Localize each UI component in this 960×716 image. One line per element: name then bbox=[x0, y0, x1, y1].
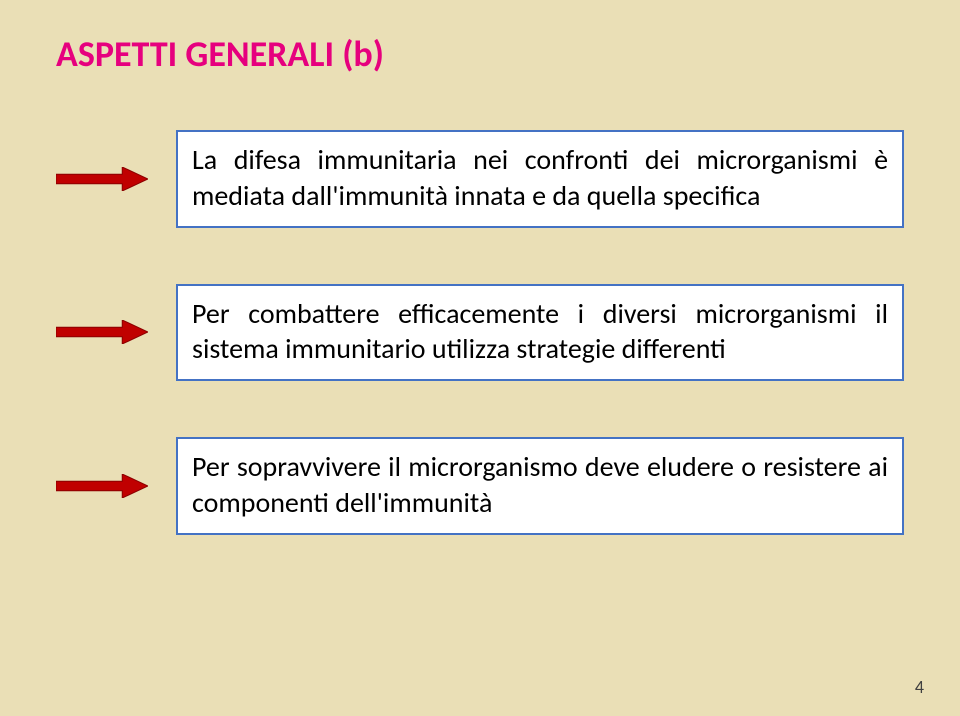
bullet-row-0: La difesa immunitaria nei confronti dei … bbox=[56, 130, 904, 228]
slide-title: ASPETTI GENERALI (b) bbox=[56, 32, 904, 76]
content-box-1: Per combattere efficacemente i diversi m… bbox=[176, 284, 904, 382]
arrow-right-icon bbox=[56, 474, 148, 498]
arrow-shape bbox=[56, 474, 148, 498]
bullet-row-1: Per combattere efficacemente i diversi m… bbox=[56, 284, 904, 382]
arrow-col bbox=[56, 474, 176, 498]
box-text-1: Per combattere efficacemente i diversi m… bbox=[192, 296, 888, 368]
arrow-right-icon bbox=[56, 167, 148, 191]
arrow-col bbox=[56, 167, 176, 191]
page-number: 4 bbox=[915, 676, 924, 698]
arrow-col bbox=[56, 320, 176, 344]
slide: ASPETTI GENERALI (b) La difesa immunitar… bbox=[0, 0, 960, 716]
box-text-0: La difesa immunitaria nei confronti dei … bbox=[192, 142, 888, 214]
arrow-right-icon bbox=[56, 320, 148, 344]
content-box-2: Per sopravvivere il microrganismo deve e… bbox=[176, 437, 904, 535]
bullet-row-2: Per sopravvivere il microrganismo deve e… bbox=[56, 437, 904, 535]
arrow-shape bbox=[56, 320, 148, 344]
box-text-2: Per sopravvivere il microrganismo deve e… bbox=[192, 449, 888, 521]
content-box-0: La difesa immunitaria nei confronti dei … bbox=[176, 130, 904, 228]
arrow-shape bbox=[56, 167, 148, 191]
